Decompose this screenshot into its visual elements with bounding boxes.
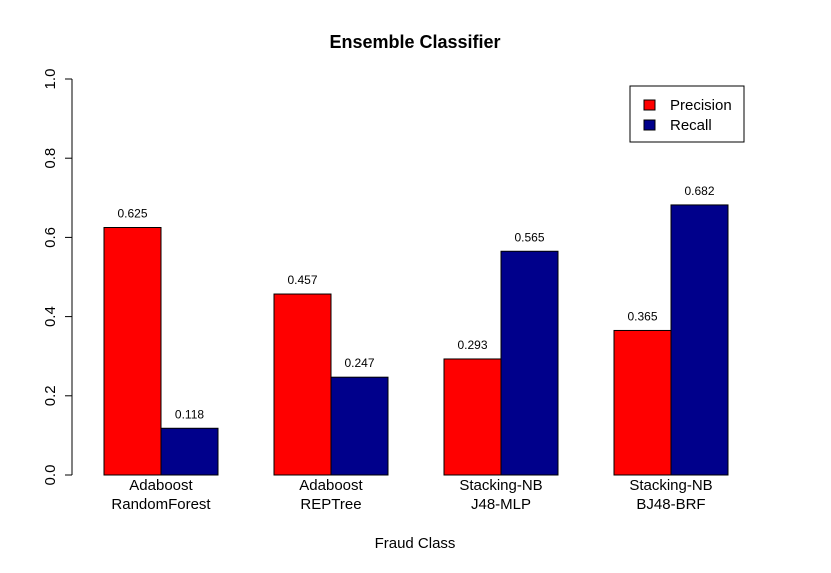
data-label: 0.457 <box>287 273 317 287</box>
legend-swatch <box>643 119 656 131</box>
data-label: 0.365 <box>627 309 657 323</box>
y-tick-label: 0.2 <box>42 385 59 406</box>
x-axis-label: Fraud Class <box>375 535 456 552</box>
value-labels: 0.625 0.457 0.293 0.365 0.118 0.247 0.565 0.682 <box>117 184 714 421</box>
y-tick-label: 0.6 <box>42 227 59 248</box>
bar-recall <box>500 250 559 476</box>
y-tick-label: 0.0 <box>42 465 59 486</box>
y-tick-label: 0.4 <box>42 306 59 327</box>
data-label: 0.682 <box>684 184 714 198</box>
x-tick-label: Adaboost RandomForest <box>111 477 211 513</box>
bar-recall <box>160 427 219 476</box>
legend-box <box>629 85 745 143</box>
bar-precision <box>613 329 672 476</box>
x-tick-label: Adaboost REPTree <box>299 477 363 513</box>
y-tick-label: 1.0 <box>42 69 59 90</box>
x-tick-labels: Adaboost RandomForest Adaboost REPTree Stack… <box>111 477 712 513</box>
data-label: 0.118 <box>175 407 204 421</box>
chart-title: Ensemble Classifier <box>329 32 500 52</box>
bar-precision <box>443 358 502 476</box>
x-tick-label: Stacking-NB J48-MLP <box>459 477 542 513</box>
bar-recall <box>670 204 729 476</box>
bars <box>103 204 729 476</box>
x-tick-label: Stacking-NB BJ48-BRF <box>629 477 712 513</box>
legend-swatch <box>643 99 656 111</box>
bar-precision <box>273 293 332 476</box>
legend-entry: Precision <box>670 97 732 114</box>
data-label: 0.565 <box>514 230 544 244</box>
data-label: 0.247 <box>344 356 374 370</box>
y-axis: 0.0 0.2 0.4 0.6 0.8 1.0 <box>42 69 73 486</box>
bar-recall <box>330 376 389 476</box>
legend-entry: Recall <box>670 117 712 134</box>
data-label: 0.625 <box>117 207 147 221</box>
bar-precision <box>103 227 162 476</box>
y-tick-label: 0.8 <box>42 148 59 169</box>
data-label: 0.293 <box>457 338 487 352</box>
legend: Precision Recall <box>629 85 745 143</box>
